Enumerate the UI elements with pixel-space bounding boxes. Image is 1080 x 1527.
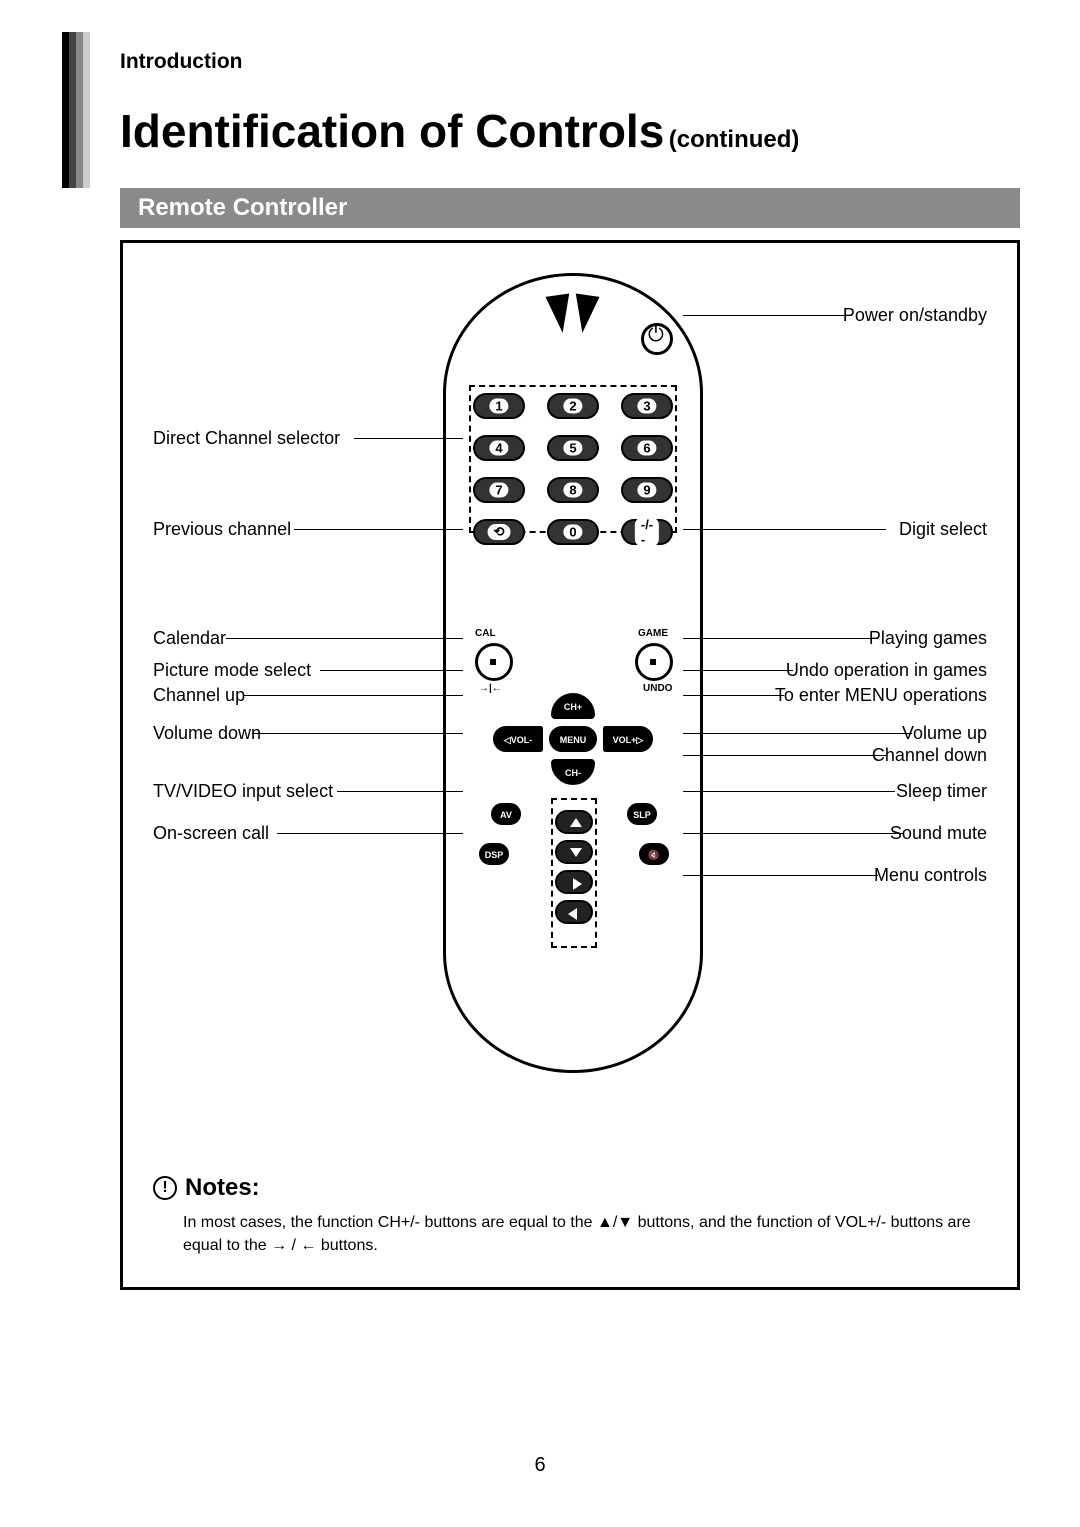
side-gradient-bar (62, 32, 90, 188)
left-label: Previous channel (153, 519, 291, 540)
calendar-button (475, 643, 513, 681)
subsection-bar: Remote Controller (120, 188, 1020, 228)
notes-title: ! Notes: (153, 1174, 993, 1202)
left-label: Picture mode select (153, 660, 311, 681)
arrow-left-button (555, 900, 593, 924)
nav-cluster: CH+ CH- ◁VOL- VOL+▷ MENU (493, 693, 653, 813)
channel-down-button: CH- (551, 759, 595, 785)
leader-line (683, 733, 912, 734)
ir-emitter-icon (553, 295, 593, 335)
av-button: AV (491, 803, 521, 825)
volume-down-button: ◁VOL- (493, 726, 543, 752)
right-label: Undo operation in games (786, 660, 987, 681)
arrow-up-button (555, 810, 593, 834)
leader-line (683, 670, 793, 671)
right-label: Sleep timer (896, 781, 987, 802)
leader-line (683, 638, 878, 639)
header: Introduction Identification of Controls … (120, 50, 1020, 158)
digit-2: 2 (547, 393, 599, 419)
arrow-right-button (555, 870, 593, 894)
game-button (635, 643, 673, 681)
cal-mini-label: CAL (475, 628, 496, 639)
leader-line (683, 529, 886, 530)
info-icon: ! (153, 1176, 177, 1200)
right-label: Volume up (902, 723, 987, 744)
right-label: Digit select (899, 519, 987, 540)
number-pad: 1 2 3 4 5 6 7 8 9 ⟲ 0 -/-- (473, 393, 673, 545)
leader-line (243, 695, 463, 696)
arrow-down-button (555, 840, 593, 864)
channel-up-button: CH+ (551, 693, 595, 719)
leader-line (294, 529, 463, 530)
leader-line (354, 438, 464, 439)
notes-section: ! Notes: In most cases, the function CH+… (153, 1174, 993, 1257)
right-label: Menu controls (874, 865, 987, 886)
right-label: To enter MENU operations (775, 685, 987, 706)
digit-9: 9 (621, 477, 673, 503)
leader-line (683, 315, 852, 316)
digit-0: 0 (547, 519, 599, 545)
leader-line (252, 733, 464, 734)
notes-body: In most cases, the function CH+/- button… (183, 1212, 993, 1257)
left-label: Volume down (153, 723, 261, 744)
digit-3: 3 (621, 393, 673, 419)
digit-7: 7 (473, 477, 525, 503)
digit-5: 5 (547, 435, 599, 461)
dsp-button: DSP (479, 843, 509, 865)
right-label: Playing games (869, 628, 987, 649)
volume-up-button: VOL+▷ (603, 726, 653, 752)
digit-select-button: -/-- (621, 519, 673, 545)
notes-title-text: Notes: (185, 1174, 260, 1202)
mute-button: 🔇 (639, 843, 669, 865)
digit-4: 4 (473, 435, 525, 461)
leader-line (683, 833, 903, 834)
leader-line (683, 755, 886, 756)
left-label: Calendar (153, 628, 226, 649)
left-label: Channel up (153, 685, 245, 706)
menu-button: MENU (549, 726, 597, 752)
right-label: Sound mute (890, 823, 987, 844)
section-label: Introduction (120, 50, 1020, 74)
leader-line (683, 695, 784, 696)
left-label: On-screen call (153, 823, 269, 844)
game-mini-label: GAME (638, 628, 668, 639)
leader-line (683, 875, 878, 876)
left-label: TV/VIDEO input select (153, 781, 333, 802)
left-label: Direct Channel selector (153, 428, 340, 449)
slp-button: SLP (627, 803, 657, 825)
page-title: Identification of Controls (120, 105, 664, 157)
title-suffix: (continued) (669, 126, 800, 153)
leader-line (683, 791, 895, 792)
digit-8: 8 (547, 477, 599, 503)
right-label: Channel down (872, 745, 987, 766)
prev-channel-button: ⟲ (473, 519, 525, 545)
digit-1: 1 (473, 393, 525, 419)
leader-line (337, 791, 464, 792)
leader-line (226, 638, 463, 639)
menu-controls-group (551, 798, 597, 948)
remote-diagram: 1 2 3 4 5 6 7 8 9 ⟲ 0 -/-- CAL GAME UNDO (443, 273, 703, 1073)
right-label: Power on/standby (843, 305, 987, 326)
page-number: 6 (534, 1454, 545, 1477)
diagram-container: 1 2 3 4 5 6 7 8 9 ⟲ 0 -/-- CAL GAME UNDO (120, 240, 1020, 1290)
digit-6: 6 (621, 435, 673, 461)
leader-line (320, 670, 464, 671)
leader-line (277, 833, 463, 834)
power-button (641, 323, 673, 355)
